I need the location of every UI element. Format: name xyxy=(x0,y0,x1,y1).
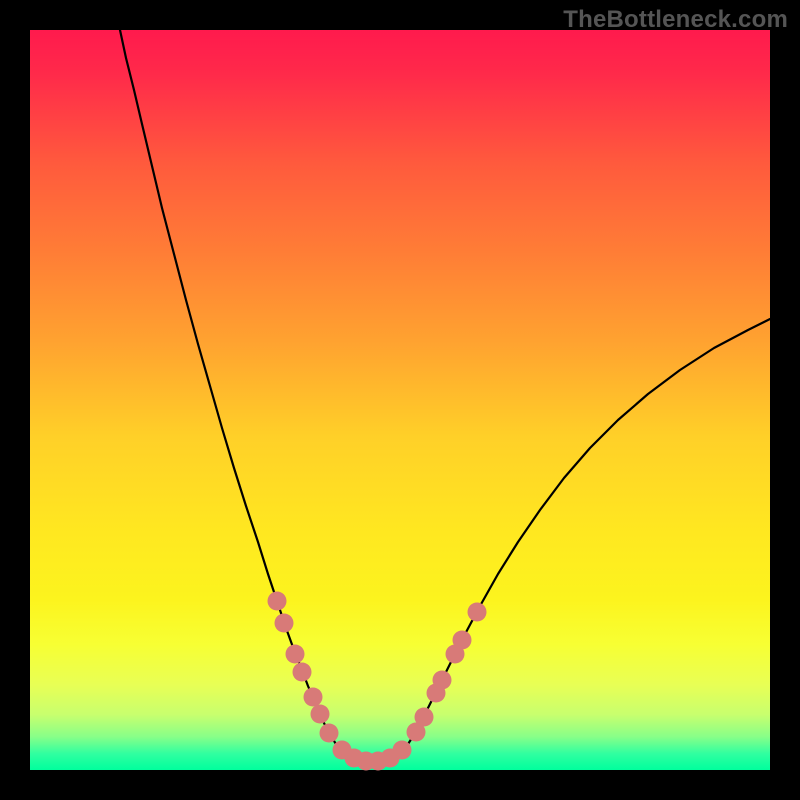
curve-marker xyxy=(268,592,287,611)
curve-marker xyxy=(415,708,434,727)
curve-marker xyxy=(320,724,339,743)
curve-marker xyxy=(311,705,330,724)
curve-marker xyxy=(453,631,472,650)
curve-marker xyxy=(275,614,294,633)
curve-marker xyxy=(393,741,412,760)
curve-marker xyxy=(293,663,312,682)
curve-marker xyxy=(433,671,452,690)
chart-frame: TheBottleneck.com xyxy=(0,0,800,800)
curve-marker xyxy=(468,603,487,622)
curve-marker xyxy=(286,645,305,664)
bottleneck-chart xyxy=(0,0,800,800)
chart-background xyxy=(30,30,770,770)
watermark-text: TheBottleneck.com xyxy=(563,6,788,34)
curve-marker xyxy=(304,688,323,707)
